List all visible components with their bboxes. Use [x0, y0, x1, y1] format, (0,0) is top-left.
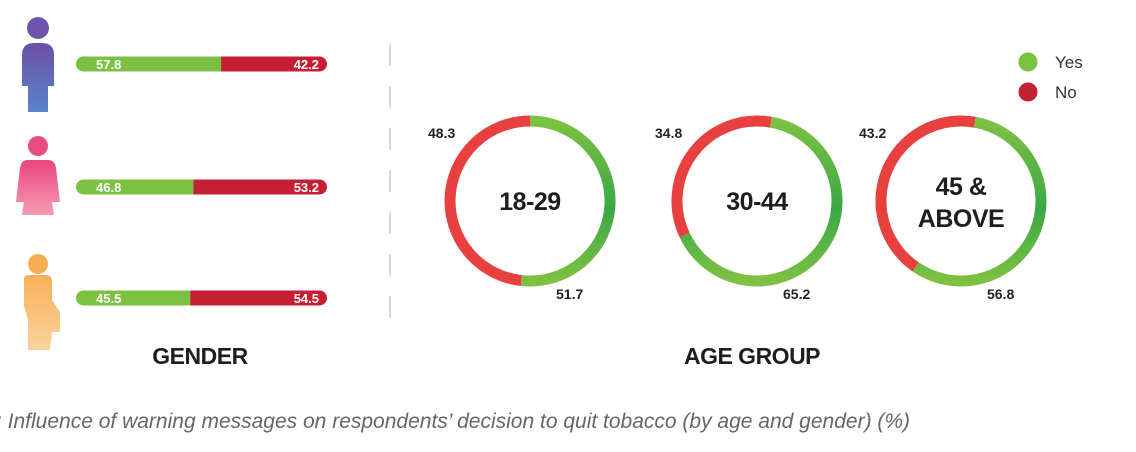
donut-label-yes: 56.8	[987, 286, 1014, 302]
figure-caption: : Influence of warning messages on respo…	[0, 410, 910, 433]
donut-label-no: 48.3	[428, 125, 455, 141]
donut-segment-yes	[520, 115, 616, 287]
age-donut: 45 & ABOVE 43.2 56.8	[859, 115, 1047, 302]
gender-bar-row: 57.8 42.2	[76, 56, 327, 72]
bar-segment-no	[193, 179, 327, 195]
age-section-title: AGE GROUP	[684, 343, 820, 369]
bar-label-yes: 45.5	[96, 291, 121, 306]
legend-yes-swatch	[1018, 52, 1038, 72]
age-donut: 18-29 48.3 51.7	[428, 115, 616, 302]
donut-segment-no	[671, 115, 772, 238]
age-donut: 30-44 34.8 65.2	[655, 115, 843, 302]
donut-label-yes: 51.7	[556, 286, 583, 302]
donut-label-no: 34.8	[655, 125, 682, 141]
legend-yes-label: Yes	[1055, 53, 1083, 72]
legend: Yes No	[1018, 52, 1083, 102]
male-icon	[22, 17, 54, 112]
donut-center-label: 30-44	[726, 188, 788, 216]
gender-section-title: GENDER	[152, 343, 248, 369]
bar-label-yes: 57.8	[96, 57, 121, 72]
bar-label-yes: 46.8	[96, 180, 121, 195]
bar-label-no: 53.2	[294, 180, 319, 195]
age-donuts: 18-29 48.3 51.7 30-44 34.8 65.2 45 & ABOVE 43.2 5…	[428, 115, 1047, 302]
donut-center-label: 45 & ABOVE	[918, 173, 1004, 233]
donut-segment-no	[444, 115, 531, 287]
bar-segment-no	[190, 290, 327, 306]
female-icon	[16, 136, 60, 215]
legend-no-swatch	[1018, 82, 1038, 102]
bar-segment-no	[221, 56, 327, 72]
donut-center-label: 18-29	[499, 188, 560, 216]
donut-label-yes: 65.2	[783, 286, 810, 302]
donut-label-no: 43.2	[859, 125, 886, 141]
bar-segment-yes	[76, 179, 194, 195]
legend-no-label: No	[1055, 83, 1077, 102]
bar-label-no: 42.2	[294, 57, 319, 72]
donut-segment-no	[875, 115, 976, 272]
bar-segment-yes	[76, 290, 191, 306]
donut-segment-yes	[679, 116, 843, 287]
gender-bar-row: 46.8 53.2	[76, 179, 327, 195]
bar-segment-yes	[76, 56, 222, 72]
bar-label-no: 54.5	[294, 291, 319, 306]
gender-bar-row: 45.5 54.5	[76, 290, 327, 306]
donut-segment-yes	[912, 116, 1047, 287]
gender-bars: 57.8 42.2 46.8 53.2 45.5 54.5	[76, 56, 327, 306]
third-gender-icon	[24, 254, 60, 350]
